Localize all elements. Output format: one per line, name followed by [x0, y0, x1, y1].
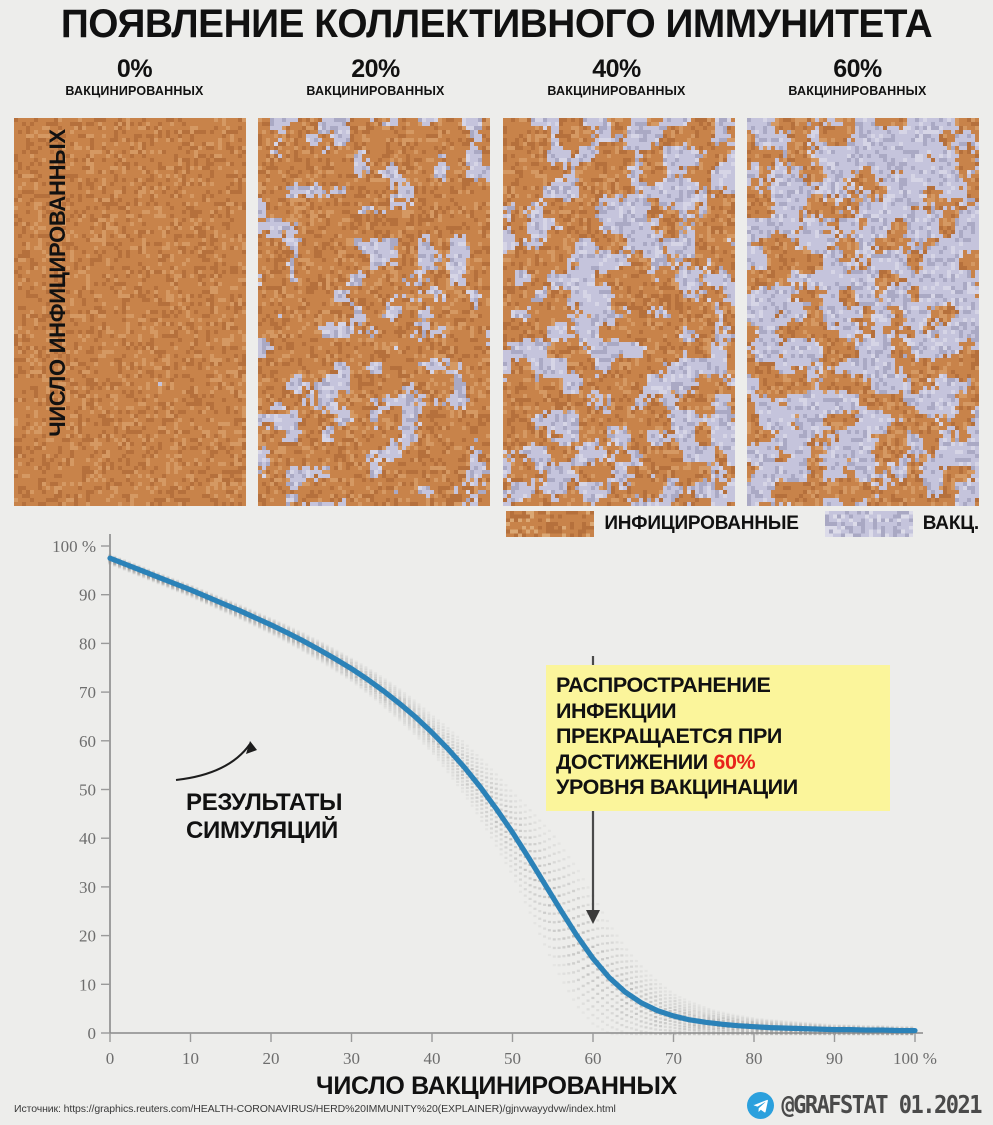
panel-subtitle-3: ВАКЦИНИРОВАННЫХ [788, 84, 927, 98]
callout-line-3: ПРЕКРАЩАЕТСЯ ПРИ [556, 724, 782, 748]
watermark-text: @GRAFSTAT 01.2021 [781, 1091, 982, 1120]
simulation-panel-3 [746, 118, 979, 506]
legend-label-vaccinated: ВАКЦ. [922, 513, 979, 534]
panel-header-1: 20% ВАКЦИНИРОВАННЫХ [255, 56, 496, 99]
simulation-results-annotation: РЕЗУЛЬТАТЫ СИМУЛЯЦИЙ [186, 789, 343, 845]
y-tick-label: 0 [88, 1024, 97, 1043]
x-tick-label: 0 [106, 1049, 115, 1068]
panel-percent-2: 40% [592, 55, 641, 83]
watermark: @GRAFSTAT 01.2021 [747, 1091, 982, 1120]
legend-swatch-vaccinated-canvas [824, 511, 913, 537]
legend: ИНФИЦИРОВАННЫЕ ВАКЦ. [14, 509, 979, 539]
x-tick-label: 40 [424, 1049, 441, 1068]
callout-line-4-text: ДОСТИЖЕНИИ [556, 749, 714, 774]
simulation-note-arrow-head [246, 741, 257, 754]
y-tick-label: 20 [79, 927, 96, 946]
legend-swatch-infected-canvas [506, 511, 595, 537]
panel-subtitle-2: ВАКЦИНИРОВАННЫХ [547, 84, 686, 98]
y-tick-label: 30 [79, 878, 96, 897]
x-tick-label: 80 [746, 1049, 763, 1068]
x-tick-label: 30 [343, 1049, 360, 1068]
simulation-panel-1 [258, 118, 491, 506]
panel-percent-0: 0% [116, 55, 153, 83]
legend-swatch-vaccinated [824, 511, 913, 537]
y-tick-label: 50 [79, 781, 96, 800]
callout-arrow-head [586, 910, 600, 924]
y-tick-label: 100 % [52, 537, 96, 556]
y-axis-label: ЧИСЛО ИНФИЦИРОВАННЫХ [45, 129, 70, 437]
page-title: ПОЯВЛЕНИЕ КОЛЛЕКТИВНОГО ИММУНИТЕТА [60, 2, 933, 46]
panel-header-0: 0% ВАКЦИНИРОВАННЫХ [14, 56, 255, 99]
legend-label-infected: ИНФИЦИРОВАННЫЕ [604, 513, 799, 534]
y-tick-label: 70 [79, 683, 96, 702]
x-tick-label: 90 [826, 1049, 843, 1068]
x-tick-label: 20 [263, 1049, 280, 1068]
telegram-glyph [753, 1099, 769, 1113]
simulation-panel-0 [14, 118, 246, 506]
simulation-note-arrow-shaft [175, 743, 251, 781]
callout-highlight-value: 60% [713, 749, 756, 774]
callout-line-5: УРОВНЯ ВАКЦИНАЦИИ [556, 775, 798, 799]
x-tick-label: 70 [665, 1049, 682, 1068]
callout-line-2: ИНФЕКЦИИ [556, 698, 677, 723]
y-tick-label: 40 [79, 829, 96, 848]
simulation-results-line1: РЕЗУЛЬТАТЫ [186, 789, 343, 816]
panel-header-3: 60% ВАКЦИНИРОВАННЫХ [737, 56, 978, 99]
callout-line-4: ДОСТИЖЕНИИ 60% [556, 750, 880, 776]
panel-header-2: 40% ВАКЦИНИРОВАННЫХ [496, 56, 737, 99]
source-note: Источник: https://graphics.reuters.com/H… [14, 1103, 616, 1115]
x-axis-label: ЧИСЛО ВАКЦИНИРОВАННЫХ [316, 1072, 677, 1100]
panel-headers: 0% ВАКЦИНИРОВАННЫХ 20% ВАКЦИНИРОВАННЫХ 4… [14, 56, 979, 99]
y-tick-label: 10 [79, 975, 96, 994]
grid-canvas-1 [258, 118, 491, 506]
simulation-panels [14, 118, 979, 506]
median-line [107, 555, 918, 1034]
herd-immunity-callout: РАСПРОСТРАНЕНИЕ ИНФЕКЦИИ ПРЕКРАЩАЕТСЯ ПР… [546, 665, 890, 811]
panel-percent-1: 20% [351, 55, 400, 83]
panel-subtitle-1: ВАКЦИНИРОВАННЫХ [306, 84, 445, 98]
panel-subtitle-0: ВАКЦИНИРОВАННЫХ [65, 84, 204, 98]
grid-canvas-0 [14, 118, 246, 506]
x-tick-label: 10 [182, 1049, 199, 1068]
callout-line-1: РАСПРОСТРАНЕНИЕ [556, 673, 771, 697]
simulation-results-line2: СИМУЛЯЦИЙ [186, 817, 339, 844]
telegram-icon [747, 1092, 775, 1119]
grid-canvas-2 [502, 118, 735, 506]
x-tick-label: 60 [585, 1049, 602, 1068]
x-tick-label: 100 % [893, 1049, 937, 1068]
x-tick-label: 50 [504, 1049, 521, 1068]
y-tick-label: 60 [79, 732, 96, 751]
y-tick-label: 80 [79, 634, 96, 653]
simulation-panel-2 [502, 118, 735, 506]
grid-canvas-3 [746, 118, 979, 506]
panel-percent-3: 60% [833, 55, 882, 83]
legend-swatch-infected [506, 511, 595, 537]
y-tick-label: 90 [79, 586, 96, 605]
